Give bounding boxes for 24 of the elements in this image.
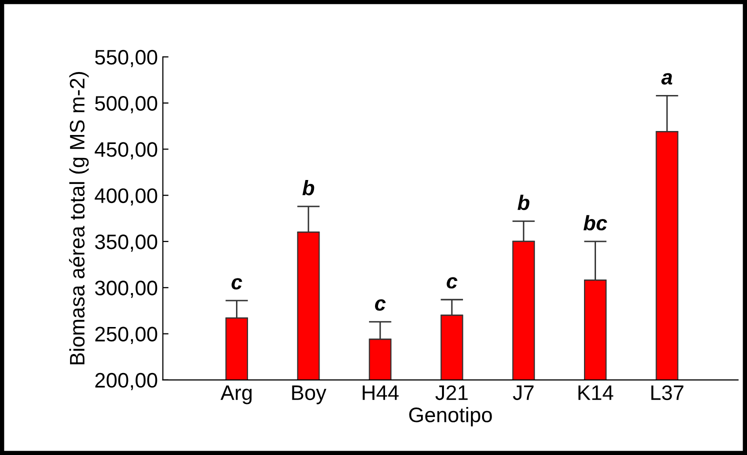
- x-tick-label: J7: [512, 386, 534, 400]
- x-axis-title: Genotipo: [409, 406, 492, 426]
- x-tick-label: K14: [578, 386, 614, 400]
- y-tick-label: 450,00: [94, 142, 158, 160]
- x-tick-label: J21: [435, 385, 468, 400]
- x-tick-label: Boy: [292, 386, 326, 404]
- annotation: b: [518, 194, 530, 210]
- y-tick-label: 500,00: [95, 96, 158, 114]
- x-tick-label: H44: [362, 386, 399, 400]
- annotation: c: [446, 277, 458, 289]
- y-tick-label: 250,00: [95, 326, 158, 344]
- y-tick-label: 350,00: [95, 234, 158, 252]
- annotation: c: [232, 278, 242, 290]
- annotation: c: [375, 299, 386, 311]
- y-tick-label: 200,00: [95, 372, 158, 390]
- annotation: a: [661, 73, 672, 85]
- y-tick-label: 300,00: [95, 280, 158, 298]
- x-tick-label: Arg: [220, 386, 252, 404]
- y-tick-label: 400,00: [94, 188, 158, 206]
- annotation: b: [302, 180, 314, 196]
- y-axis-title: Biomasa aérea total (g MS m-2): [69, 72, 89, 364]
- y-tick-label: 550,00: [95, 50, 158, 68]
- x-tick-label: L37: [651, 385, 684, 400]
- annotation: bc: [584, 215, 608, 230]
